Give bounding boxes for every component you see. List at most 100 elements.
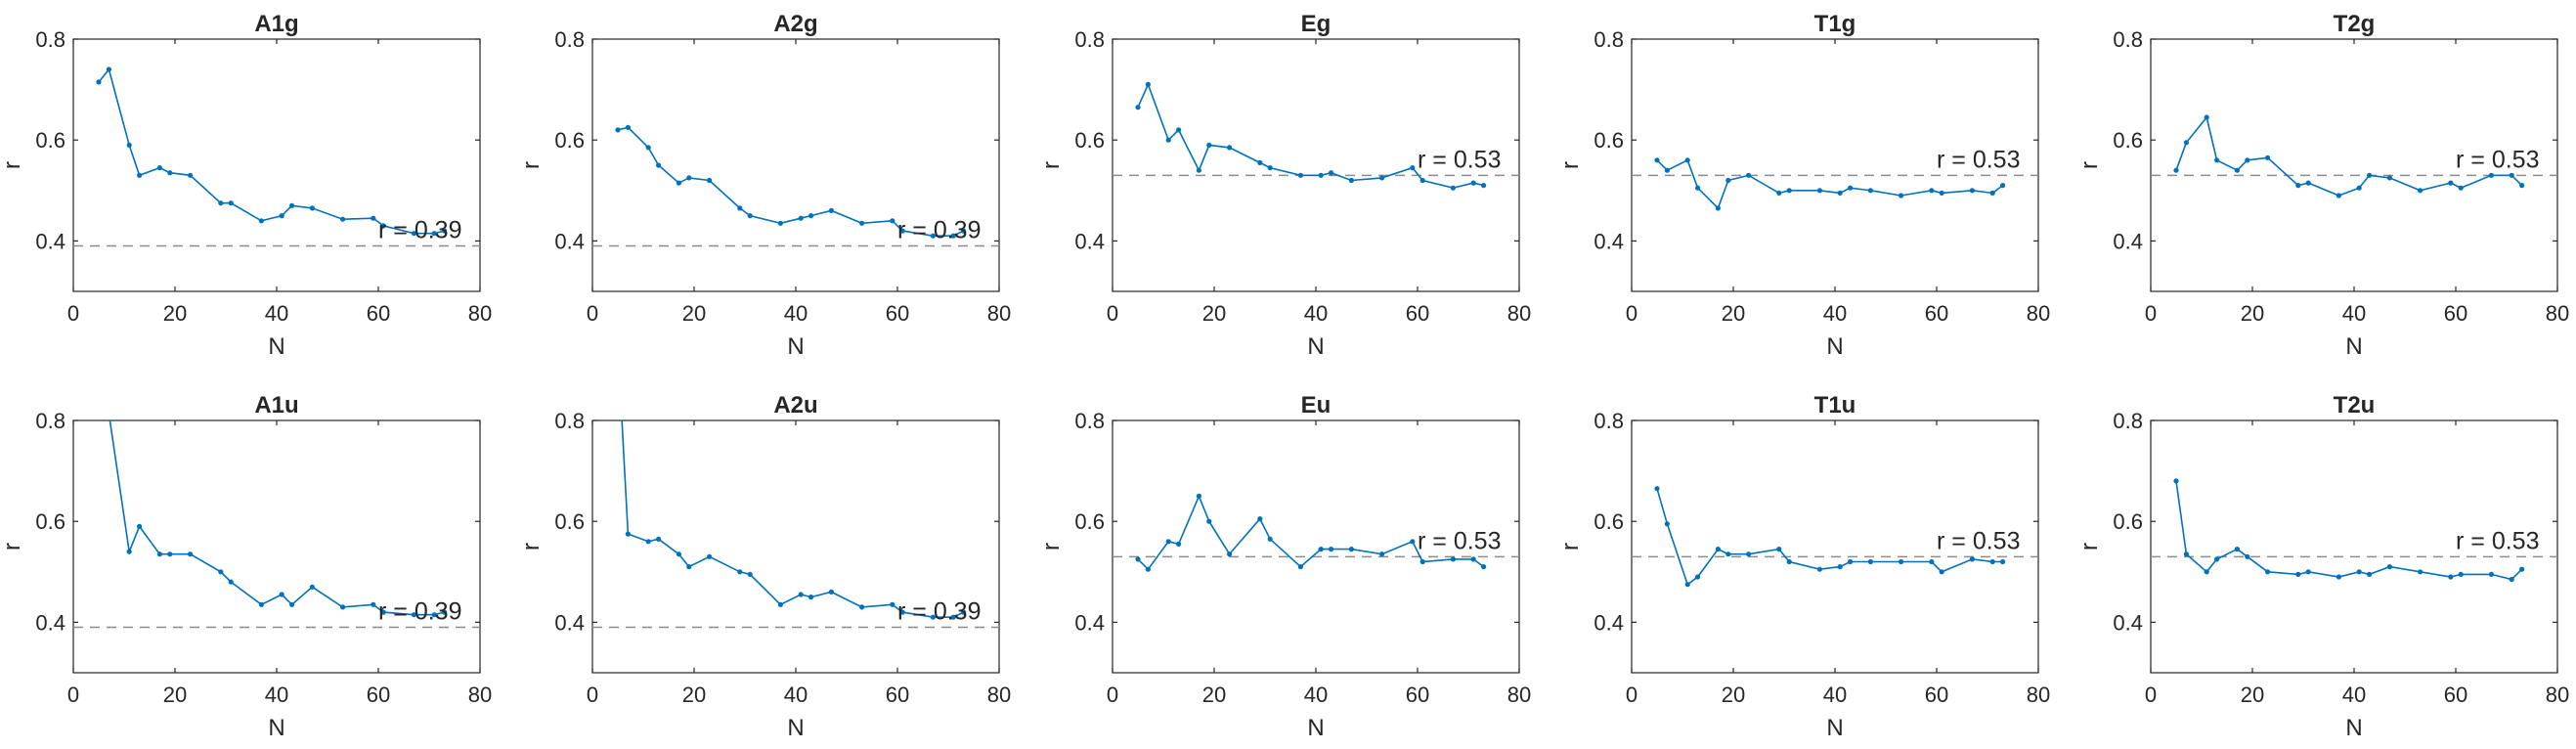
subplot-title: Eg bbox=[1301, 11, 1332, 37]
data-point bbox=[2418, 569, 2423, 575]
data-point bbox=[828, 589, 835, 595]
data-point bbox=[2458, 571, 2464, 578]
series-group bbox=[2173, 114, 2525, 198]
y-tick-label: 0.8 bbox=[35, 27, 65, 52]
y-tick-label: 0.6 bbox=[1074, 509, 1105, 534]
data-point bbox=[1227, 145, 1233, 151]
data-point bbox=[1206, 518, 1212, 524]
x-tick-label: 40 bbox=[265, 683, 288, 707]
x-tick-label: 80 bbox=[2546, 301, 2569, 326]
data-point bbox=[1654, 157, 1660, 163]
data-point bbox=[1267, 165, 1273, 171]
data-point bbox=[106, 66, 111, 72]
data-point bbox=[625, 531, 632, 537]
y-tick-label: 0.8 bbox=[1594, 27, 1624, 52]
data-point bbox=[1725, 551, 1731, 557]
x-tick-label: 60 bbox=[2444, 301, 2467, 326]
x-tick-label: 80 bbox=[1507, 683, 1531, 707]
data-point bbox=[625, 124, 632, 130]
x-axis-label: N bbox=[1307, 333, 1324, 360]
data-point bbox=[1135, 556, 1141, 562]
data-point bbox=[2305, 180, 2311, 186]
data-point bbox=[2386, 175, 2392, 181]
data-point bbox=[737, 569, 743, 575]
y-tick-label: 0.6 bbox=[1594, 128, 1624, 153]
data-point bbox=[686, 564, 692, 570]
data-point bbox=[899, 228, 905, 234]
series-group bbox=[1135, 493, 1487, 572]
y-tick-label: 0.4 bbox=[1594, 610, 1624, 635]
subplot-title: T2u bbox=[2334, 392, 2376, 419]
x-tick-label: 0 bbox=[1107, 683, 1118, 707]
y-tick-label: 0.4 bbox=[2113, 229, 2143, 253]
data-point bbox=[2448, 180, 2454, 186]
x-tick-label: 0 bbox=[2145, 301, 2157, 326]
data-point bbox=[2305, 569, 2311, 575]
y-tick-label: 0.8 bbox=[1074, 27, 1105, 52]
data-point bbox=[1450, 185, 1456, 191]
data-point bbox=[2509, 172, 2514, 178]
data-point bbox=[1329, 547, 1334, 552]
data-point bbox=[371, 215, 376, 221]
data-point bbox=[2367, 571, 2373, 578]
data-point bbox=[1746, 172, 1752, 178]
data-point bbox=[808, 213, 814, 219]
x-axis-label: N bbox=[2345, 333, 2362, 360]
data-point bbox=[137, 172, 143, 178]
reference-label: r = 0.53 bbox=[2456, 146, 2539, 173]
data-point bbox=[645, 145, 651, 151]
data-point bbox=[411, 231, 416, 237]
reference-label: r = 0.53 bbox=[2456, 527, 2539, 554]
data-point bbox=[2488, 571, 2494, 578]
plot-frame bbox=[1631, 38, 2039, 292]
data-point bbox=[2173, 478, 2179, 484]
plot-frame bbox=[2150, 38, 2558, 292]
data-point bbox=[1939, 190, 1944, 196]
data-point bbox=[2458, 185, 2464, 191]
x-tick-label: 60 bbox=[1925, 683, 1948, 707]
data-point bbox=[1176, 541, 1182, 548]
data-point bbox=[1939, 569, 1944, 575]
x-tick-label: 80 bbox=[987, 301, 1011, 326]
data-point bbox=[615, 127, 621, 133]
y-axis-label: r bbox=[518, 543, 545, 551]
subplot-title: A2g bbox=[773, 11, 817, 37]
x-tick-label: 20 bbox=[1202, 301, 1226, 326]
subplot-a2g: 0 20 40 60 80 0.4 0.6 0.8 A2g Nr r = 0.39 bbox=[518, 11, 1011, 360]
data-point bbox=[1684, 157, 1690, 163]
data-point bbox=[156, 165, 162, 171]
data-point bbox=[258, 601, 264, 607]
x-tick-label: 0 bbox=[587, 301, 598, 326]
x-tick-label: 60 bbox=[886, 683, 909, 707]
data-point bbox=[961, 609, 967, 615]
data-point bbox=[1837, 190, 1843, 196]
y-tick-label: 0.6 bbox=[554, 509, 585, 534]
x-tick-label: 40 bbox=[1823, 301, 1847, 326]
data-point bbox=[1196, 493, 1201, 499]
x-tick-label: 40 bbox=[1823, 683, 1847, 707]
data-point bbox=[340, 604, 346, 610]
data-point bbox=[371, 601, 376, 607]
data-point bbox=[2295, 183, 2301, 189]
data-point bbox=[431, 231, 437, 237]
subplot-eu: 0 20 40 60 80 0.4 0.6 0.8 Eu Nr r = 0.53 bbox=[1038, 392, 1531, 741]
subplot-eg: 0 20 40 60 80 0.4 0.6 0.8 Eg Nr r = 0.53 bbox=[1038, 11, 1531, 360]
subplot-a2u: 0 20 40 60 80 0.4 0.6 0.8 A2u Nr r = 0.39 bbox=[518, 392, 1011, 741]
x-tick-label: 40 bbox=[784, 683, 808, 707]
data-point bbox=[2509, 576, 2514, 583]
x-axis-label: N bbox=[268, 715, 284, 741]
x-tick-label: 20 bbox=[682, 683, 706, 707]
data-point bbox=[1318, 547, 1324, 552]
y-axis-label: r bbox=[1038, 161, 1065, 169]
data-point bbox=[279, 592, 284, 597]
y-tick-label: 0.8 bbox=[2113, 27, 2143, 52]
y-tick-label: 0.6 bbox=[2113, 509, 2143, 534]
subplot-a1g: 0 20 40 60 80 0.4 0.6 0.8 A1g Nr r = 0.39 bbox=[0, 11, 492, 360]
data-point bbox=[1969, 188, 1975, 194]
y-tick-label: 0.4 bbox=[2113, 610, 2143, 635]
data-point bbox=[1899, 558, 1904, 565]
data-point bbox=[930, 614, 937, 620]
data-point bbox=[1267, 536, 1273, 542]
reference-label: r = 0.39 bbox=[897, 217, 981, 244]
data-point bbox=[2386, 564, 2392, 570]
